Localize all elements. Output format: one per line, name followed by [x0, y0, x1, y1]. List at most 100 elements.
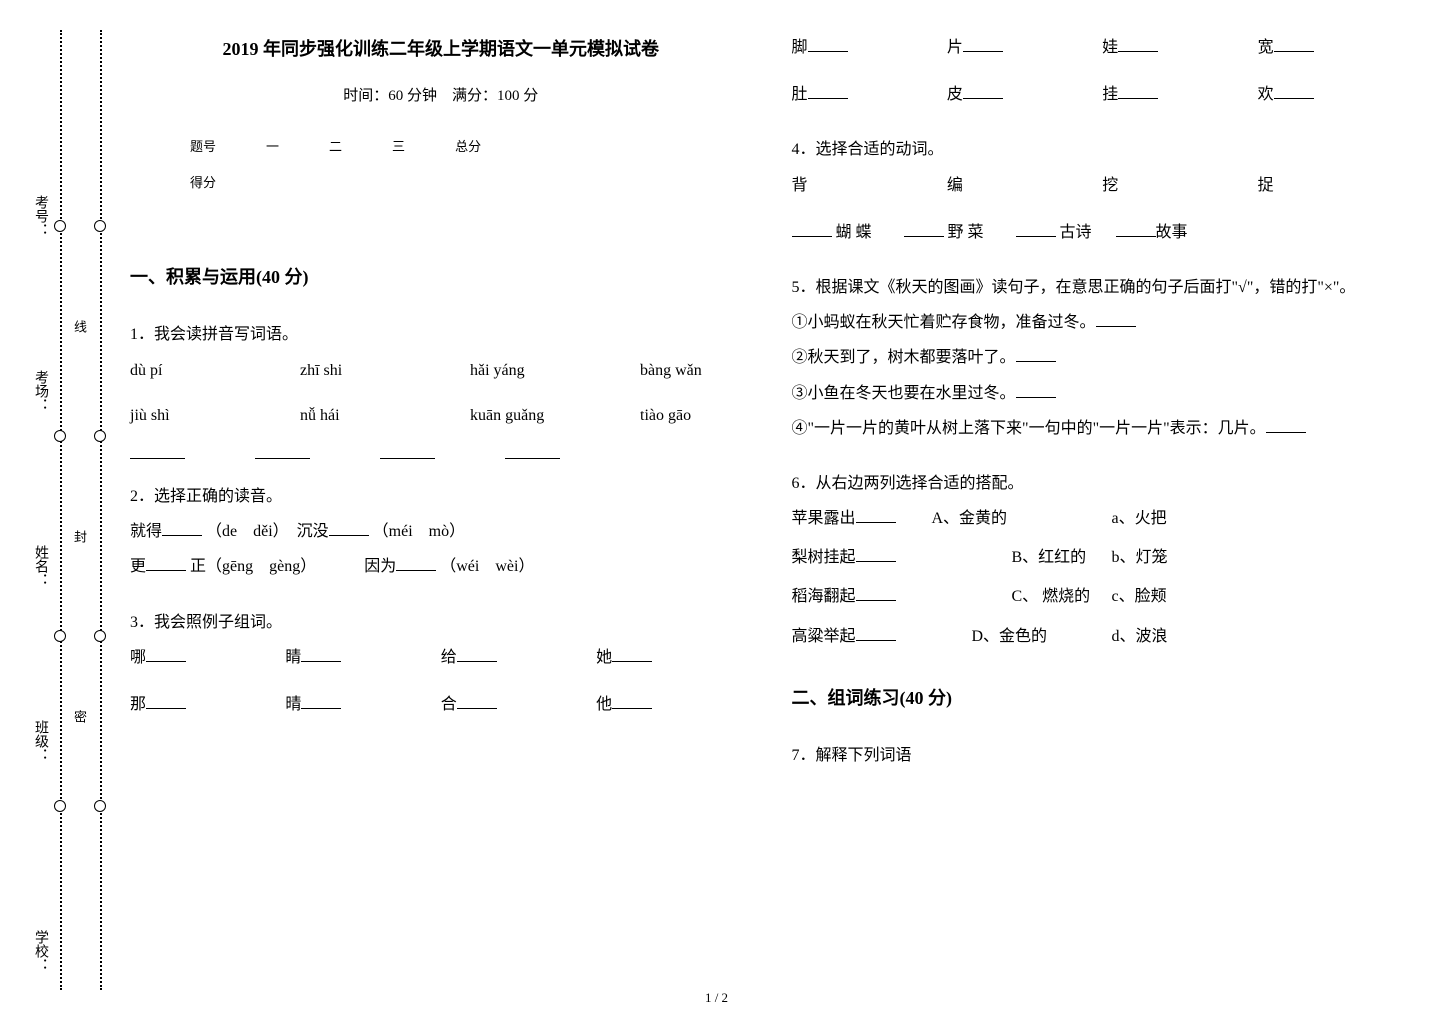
pinyin: tiào gāo	[640, 398, 740, 433]
answer-blank[interactable]	[904, 221, 944, 237]
circle-marker	[94, 430, 106, 442]
answer-blank[interactable]	[146, 646, 186, 662]
circle-marker	[54, 630, 66, 642]
left-column: 2019 年同步强化训练二年级上学期语文一单元模拟试卷 时间：60 分钟 满分：…	[130, 30, 752, 991]
answer-blank[interactable]	[396, 555, 436, 571]
question-6: 6．从右边两列选择合适的搭配。 苹果露出 A、金黄的 a、火把 梨树挂起 B、红…	[792, 466, 1414, 654]
q1-title: 1．我会读拼音写词语。	[130, 317, 752, 352]
q3-char: 挂	[1102, 86, 1118, 103]
answer-blank[interactable]	[301, 693, 341, 709]
score-col: 一	[266, 133, 279, 162]
dotted-line-inner	[100, 30, 102, 990]
q6-left: 苹果露出	[792, 510, 856, 527]
answer-blank[interactable]	[146, 555, 186, 571]
answer-blank[interactable]	[255, 443, 310, 459]
answer-blank[interactable]	[856, 507, 896, 523]
q3-char: 肚	[792, 86, 808, 103]
answer-blank[interactable]	[162, 520, 202, 536]
answer-blank[interactable]	[301, 646, 341, 662]
q2-opts: 正（gēng gèng）	[190, 558, 316, 575]
side-label-room: 考场：	[30, 370, 50, 412]
q3-char: 宽	[1258, 39, 1274, 56]
answer-blank[interactable]	[130, 443, 185, 459]
circle-marker	[54, 800, 66, 812]
answer-blank[interactable]	[612, 693, 652, 709]
q4-noun: 古诗	[1060, 224, 1092, 241]
dotted-line-outer	[60, 30, 62, 990]
answer-blank[interactable]	[1118, 83, 1158, 99]
answer-blank[interactable]	[792, 221, 832, 237]
q6-left: 高粱举起	[792, 628, 856, 645]
side-label-examid: 考号：	[30, 195, 50, 237]
section-2-head: 二、组词练习(40 分)	[792, 679, 1414, 719]
score-table: 题号 一 二 三 总分 得分	[130, 133, 752, 198]
q3-char: 晴	[285, 696, 301, 713]
circle-marker	[54, 430, 66, 442]
q4-noun: 蝴 蝶	[836, 224, 872, 241]
answer-blank[interactable]	[1274, 36, 1314, 52]
answer-blank[interactable]	[856, 546, 896, 562]
answer-blank[interactable]	[856, 625, 896, 641]
q6-mid: A、金黄的	[932, 501, 1112, 536]
answer-blank[interactable]	[505, 443, 560, 459]
question-5: 5．根据课文《秋天的图画》读句子，在意思正确的句子后面打"√"，错的打"×"。 …	[792, 270, 1414, 446]
answer-blank[interactable]	[457, 693, 497, 709]
answer-blank[interactable]	[1016, 382, 1056, 398]
answer-blank[interactable]	[808, 36, 848, 52]
q6-mid: B、红红的	[932, 540, 1112, 575]
q3-char: 片	[947, 39, 963, 56]
answer-blank[interactable]	[1116, 221, 1156, 237]
answer-blank[interactable]	[1016, 221, 1056, 237]
exam-title: 2019 年同步强化训练二年级上学期语文一单元模拟试卷	[130, 30, 752, 70]
question-3-cont: 脚 片 娃 宽 肚 皮 挂 欢	[792, 30, 1414, 112]
q6-left: 稻海翻起	[792, 588, 856, 605]
q6-mid: D、金色的	[932, 619, 1112, 654]
side-label-class: 班级：	[30, 720, 50, 762]
q2-opts: （méi mò）	[373, 523, 465, 540]
answer-blank[interactable]	[963, 36, 1003, 52]
answer-blank[interactable]	[612, 646, 652, 662]
q4-verb: 捉	[1258, 168, 1413, 203]
q6-mid: C、 燃烧的	[932, 579, 1112, 614]
q4-verb: 挖	[1102, 168, 1257, 203]
q4-verb: 背	[792, 168, 947, 203]
score-head: 题号	[190, 133, 216, 162]
pinyin: hǎi yáng	[470, 353, 570, 388]
answer-blank[interactable]	[380, 443, 435, 459]
question-1: 1．我会读拼音写词语。 dù pí zhī shi hǎi yáng bàng …	[130, 317, 752, 459]
answer-blank[interactable]	[146, 693, 186, 709]
answer-blank[interactable]	[808, 83, 848, 99]
pinyin: nǚ hái	[300, 398, 400, 433]
seal-label-feng: 封	[70, 530, 89, 543]
pinyin: kuān guǎng	[470, 398, 570, 433]
pinyin: dù pí	[130, 353, 230, 388]
q4-title: 4．选择合适的动词。	[792, 132, 1414, 167]
answer-blank[interactable]	[1274, 83, 1314, 99]
answer-blank[interactable]	[1096, 311, 1136, 327]
answer-blank[interactable]	[1266, 417, 1306, 433]
answer-blank[interactable]	[856, 585, 896, 601]
seal-label-line: 线	[70, 320, 89, 333]
question-2: 2．选择正确的读音。 就得 （de děi） 沉没 （méi mò） 更 正（g…	[130, 479, 752, 585]
answer-blank[interactable]	[457, 646, 497, 662]
question-4: 4．选择合适的动词。 背 编 挖 捉 蝴 蝶 野 菜 古诗 故事	[792, 132, 1414, 250]
answer-blank[interactable]	[1016, 346, 1056, 362]
q2-opts: （wéi wèi）	[440, 558, 534, 575]
answer-blank[interactable]	[1118, 36, 1158, 52]
q4-noun: 故事	[1156, 224, 1188, 241]
question-7: 7．解释下列词语	[792, 738, 1414, 773]
q3-char: 她	[596, 649, 612, 666]
q2-word: 因为	[364, 558, 396, 575]
q2-title: 2．选择正确的读音。	[130, 479, 752, 514]
seal-label-mi: 密	[70, 710, 89, 723]
answer-blank[interactable]	[329, 520, 369, 536]
q3-char: 娃	[1102, 39, 1118, 56]
q4-noun: 野 菜	[948, 224, 984, 241]
circle-marker	[54, 220, 66, 232]
q4-verb: 编	[947, 168, 1102, 203]
score-head: 得分	[190, 169, 216, 198]
q3-char: 他	[596, 696, 612, 713]
right-column: 脚 片 娃 宽 肚 皮 挂 欢 4．选择合适的动词。 背 编 挖 捉 蝴 蝶	[792, 30, 1414, 991]
page-content: 2019 年同步强化训练二年级上学期语文一单元模拟试卷 时间：60 分钟 满分：…	[130, 30, 1413, 991]
answer-blank[interactable]	[963, 83, 1003, 99]
